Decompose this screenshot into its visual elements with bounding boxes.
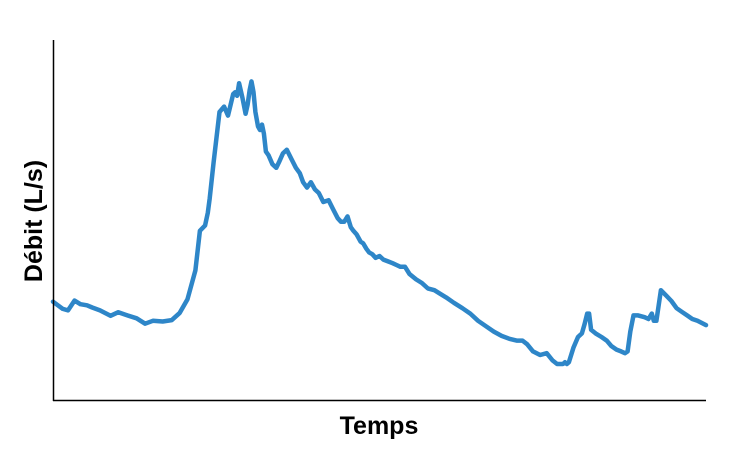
y-axis-title: Débit (L/s)	[20, 160, 48, 282]
series-line-1	[50, 79, 709, 367]
x-axis-title: Temps	[340, 412, 419, 440]
series-layer	[50, 79, 709, 367]
